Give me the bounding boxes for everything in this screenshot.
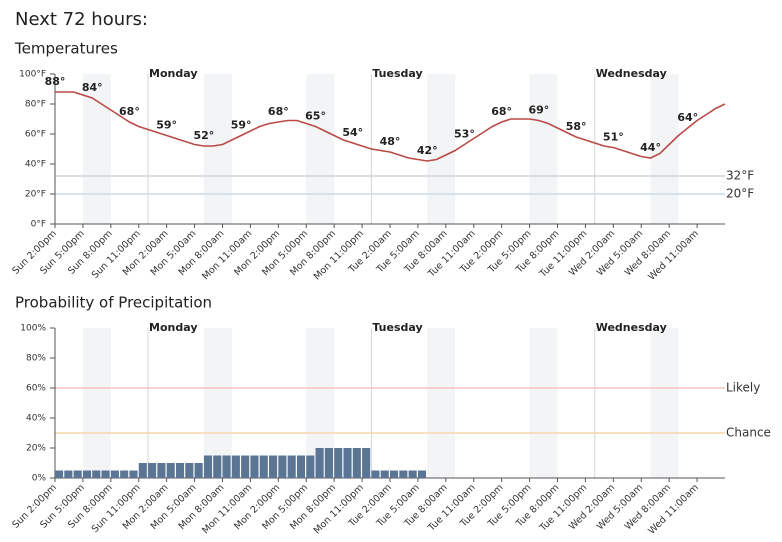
bar: [222, 455, 231, 478]
value-label: 68°: [491, 105, 512, 118]
value-label: 88°: [45, 75, 66, 88]
bar: [55, 470, 64, 478]
day-label: Wednesday: [596, 321, 667, 334]
bar: [408, 470, 417, 478]
x-tick-label: Wed 11:00am: [646, 482, 701, 537]
bar: [73, 470, 82, 478]
bar: [138, 463, 147, 478]
bar: [231, 455, 240, 478]
bar: [324, 448, 333, 478]
shade-band: [650, 328, 679, 478]
shade-band: [82, 328, 111, 478]
reference-label: Likely: [726, 381, 760, 395]
bar: [399, 470, 408, 478]
value-label: 53°: [454, 128, 475, 141]
bar: [175, 463, 185, 478]
bar: [185, 463, 194, 478]
bar: [250, 455, 259, 478]
y-tick-label: 40%: [26, 414, 46, 424]
value-label: 51°: [603, 131, 624, 144]
bar: [269, 455, 278, 478]
y-tick-label: 80°F: [25, 100, 46, 110]
bar: [287, 455, 296, 478]
y-tick-label: 0°F: [31, 220, 46, 230]
value-label: 64°: [677, 111, 698, 124]
bar: [92, 470, 101, 478]
value-label: 58°: [566, 120, 587, 133]
value-label: 52°: [193, 129, 214, 142]
bar: [213, 455, 222, 478]
bar: [120, 470, 129, 478]
bar: [148, 463, 157, 478]
shade-band: [306, 74, 335, 224]
bar: [129, 470, 138, 478]
reference-label: 32°F: [726, 169, 754, 183]
y-tick-label: 60°F: [25, 130, 46, 140]
shade-band: [529, 74, 558, 224]
shade-band: [82, 74, 111, 224]
bar: [334, 448, 343, 478]
value-label: 54°: [342, 126, 363, 139]
shade-band: [203, 74, 232, 224]
bar: [64, 470, 73, 478]
day-label: Tuesday: [372, 321, 422, 334]
shade-band: [203, 328, 232, 478]
y-tick-label: 40°F: [25, 160, 46, 170]
value-label: 68°: [268, 105, 289, 118]
bar: [306, 455, 315, 478]
bar: [371, 470, 380, 478]
shade-band: [427, 74, 456, 224]
reference-label: 20°F: [726, 187, 754, 201]
value-label: 48°: [380, 135, 401, 148]
value-label: 84°: [82, 81, 103, 94]
bar: [278, 455, 287, 478]
bar: [203, 455, 212, 478]
bar: [390, 470, 399, 478]
y-tick-label: 20%: [26, 444, 46, 454]
bar: [315, 448, 324, 478]
chart-title: Probability of Precipitation: [15, 294, 212, 312]
bar: [241, 455, 250, 478]
bar: [82, 470, 92, 478]
value-label: 59°: [156, 119, 177, 132]
bar: [380, 470, 389, 478]
bar: [417, 470, 427, 478]
shade-band: [427, 328, 456, 478]
value-label: 44°: [640, 141, 661, 154]
y-tick-label: 0%: [32, 474, 47, 484]
y-tick-label: 80%: [26, 354, 46, 364]
bar: [110, 470, 119, 478]
bar: [296, 455, 306, 478]
bar: [101, 470, 110, 478]
value-label: 69°: [528, 104, 549, 117]
day-label: Monday: [149, 67, 197, 80]
page-title: Next 72 hours:: [15, 9, 148, 30]
bar: [343, 448, 352, 478]
bar: [194, 463, 203, 478]
value-label: 68°: [119, 105, 140, 118]
day-label: Wednesday: [596, 67, 667, 80]
bar: [259, 455, 268, 478]
y-tick-label: 100°F: [19, 70, 46, 80]
shade-band: [529, 328, 558, 478]
value-label: 42°: [417, 144, 438, 157]
value-label: 59°: [231, 119, 252, 132]
reference-label: Chance: [726, 426, 771, 440]
x-tick-label: Wed 11:00am: [646, 228, 701, 283]
bar: [157, 463, 166, 478]
chart-title: Temperatures: [14, 40, 118, 58]
day-label: Monday: [149, 321, 197, 334]
temperature-line: [55, 91, 726, 162]
y-tick-label: 100%: [20, 324, 46, 334]
bar: [352, 448, 361, 478]
value-label: 65°: [305, 110, 326, 123]
bar: [166, 463, 175, 478]
bar: [362, 448, 371, 478]
y-tick-label: 20°F: [25, 190, 46, 200]
day-label: Tuesday: [372, 67, 422, 80]
y-tick-label: 60%: [26, 384, 46, 394]
